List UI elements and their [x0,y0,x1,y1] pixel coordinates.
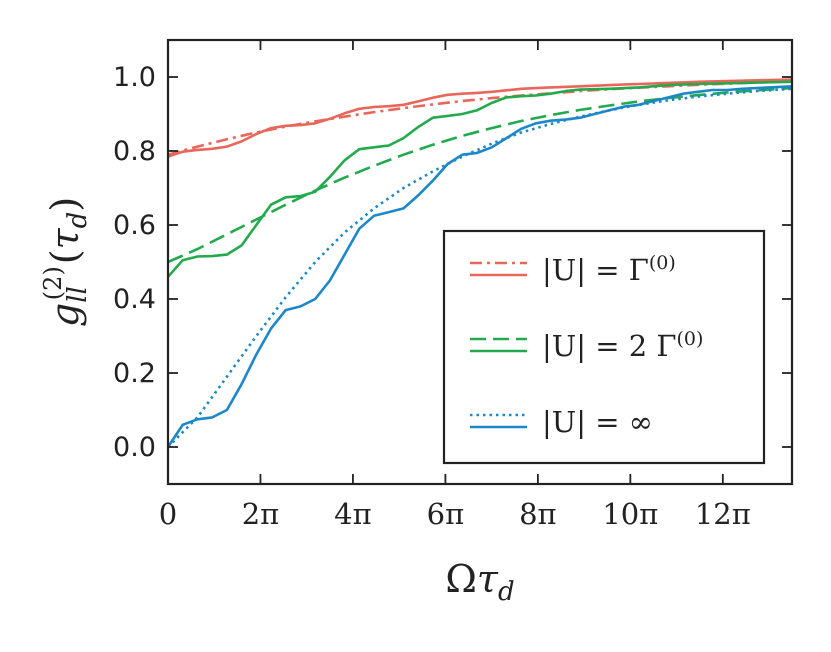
legend-box [442,229,766,465]
legend-label-2: |U| = ∞ [542,405,653,439]
x-tick-label-2: 4π [334,497,372,531]
legend-entries: |U| = Γ(0) |U| = 2 Γ(0) |U| = ∞ [470,252,703,439]
x-tick-label-1: 2π [242,497,280,531]
x-tick-label-0: 0 [159,497,177,531]
y-tick-label-4: 0.8 [113,136,156,167]
x-tick-label-5: 10π [602,497,658,531]
y-axis-label: gll(2)(τd) [39,197,93,327]
y-tick-label-0: 0.0 [113,432,156,463]
legend-label-0: |U| = Γ(0) [542,252,676,287]
x-tick-label-3: 6π [427,497,465,531]
series-line-2-approx [167,86,793,264]
series-layer [166,78,793,448]
series-line-5-exact [166,85,793,448]
legend-label-1: |U| = 2 Γ(0) [542,328,703,363]
y-tick-label-2: 0.4 [113,284,156,315]
y-tick-label-1: 0.2 [113,358,156,389]
y-tick-label-5: 1.0 [113,62,156,93]
x-tick-label-6: 12π [695,497,751,531]
y-tick-label-3: 0.6 [113,210,156,241]
legend: |U| = Γ(0) |U| = 2 Γ(0) |U| = ∞ [442,229,766,465]
plot-frame [166,38,794,486]
series-line-0-approx [167,80,793,156]
series-line-1-exact [167,78,793,158]
ticks-layer: 0.0 0.2 0.4 0.6 0.8 1.0 0 2π 4π 6π 8π 10π 12π [113,40,792,531]
x-tick-label-4: 8π [519,497,557,531]
y-axis-label-text: gll(2)(τd) [39,197,93,327]
x-axis-label: Ωτd [445,557,514,607]
series-line-3-exact [167,80,793,278]
